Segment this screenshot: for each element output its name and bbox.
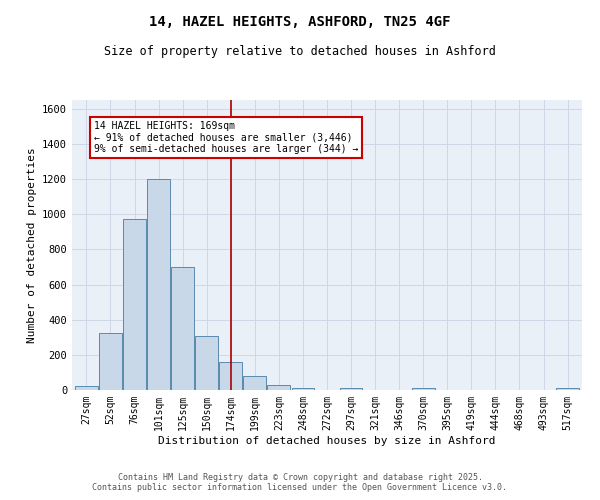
Bar [75, 386, 98, 390]
Bar [556, 388, 579, 390]
Bar [171, 267, 194, 390]
X-axis label: Distribution of detached houses by size in Ashford: Distribution of detached houses by size … [158, 436, 496, 446]
Text: 14, HAZEL HEIGHTS, ASHFORD, TN25 4GF: 14, HAZEL HEIGHTS, ASHFORD, TN25 4GF [149, 15, 451, 29]
Bar [99, 333, 122, 390]
Text: Size of property relative to detached houses in Ashford: Size of property relative to detached ho… [104, 45, 496, 58]
Text: 14 HAZEL HEIGHTS: 169sqm
← 91% of detached houses are smaller (3,446)
9% of semi: 14 HAZEL HEIGHTS: 169sqm ← 91% of detach… [94, 121, 358, 154]
Y-axis label: Number of detached properties: Number of detached properties [26, 147, 37, 343]
Bar [412, 388, 434, 390]
Bar [147, 179, 170, 390]
Bar [195, 336, 218, 390]
Bar [123, 218, 146, 390]
Bar [220, 362, 242, 390]
Bar [244, 376, 266, 390]
Bar [292, 388, 314, 390]
Bar [268, 384, 290, 390]
Text: Contains HM Land Registry data © Crown copyright and database right 2025.
Contai: Contains HM Land Registry data © Crown c… [92, 473, 508, 492]
Bar [340, 388, 362, 390]
